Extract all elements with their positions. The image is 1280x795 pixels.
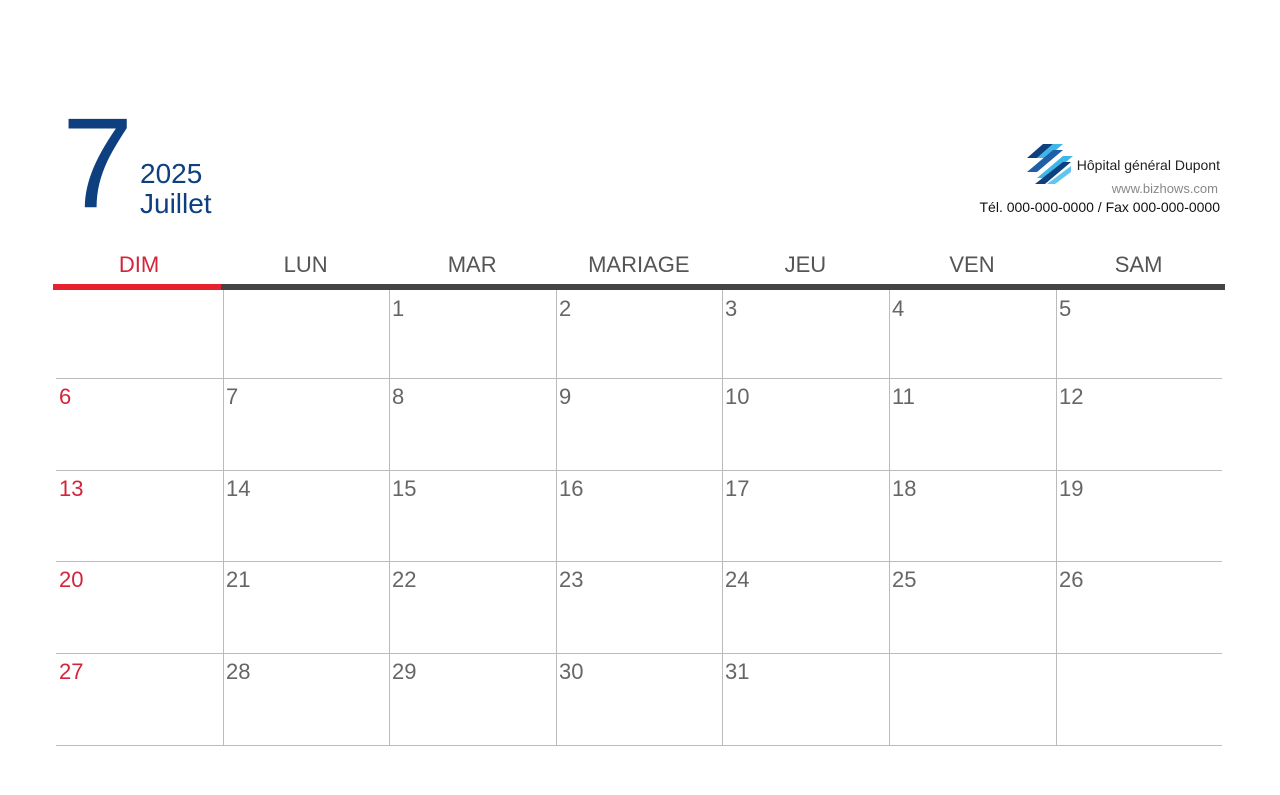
day-cell[interactable]: 28 xyxy=(226,659,251,684)
company-name: Hôpital général Dupont xyxy=(1076,157,1220,173)
weekday-header: JEU xyxy=(784,252,827,277)
day-cell[interactable]: 18 xyxy=(892,476,917,501)
day-cell[interactable]: 30 xyxy=(559,659,584,684)
weekday-header: DIM xyxy=(118,252,160,277)
day-cell[interactable]: 14 xyxy=(226,476,251,501)
company-logo xyxy=(1027,144,1073,184)
day-cell[interactable]: 20 xyxy=(59,567,84,592)
day-cell[interactable]: 25 xyxy=(892,567,917,592)
row-divider xyxy=(56,653,1222,654)
day-cell[interactable]: 1 xyxy=(392,296,405,321)
calendar-grid: 1 2 3 4 5 6 7 8 9 10 11 12 13 14 15 16 17 18 19 20 21 22 23 24 2… xyxy=(56,290,1222,746)
day-cell[interactable]: 5 xyxy=(1059,296,1072,321)
weekday-header: SAM xyxy=(1114,252,1163,277)
day-cell[interactable]: 11 xyxy=(892,384,915,409)
row-divider xyxy=(56,745,1222,746)
day-cell[interactable]: 10 xyxy=(725,384,750,409)
day-cell[interactable]: 26 xyxy=(1059,567,1084,592)
day-cell[interactable]: 4 xyxy=(892,296,905,321)
weekday-header: MAR xyxy=(447,252,497,277)
day-cell[interactable]: 15 xyxy=(392,476,417,501)
day-cell[interactable]: 8 xyxy=(392,384,405,409)
day-cell[interactable]: 21 xyxy=(226,567,251,592)
month-number: 7 xyxy=(62,92,134,235)
company-website: www.bizhows.com xyxy=(1111,181,1218,196)
row-divider xyxy=(56,470,1222,471)
day-cell[interactable]: 16 xyxy=(559,476,584,501)
column-divider xyxy=(223,290,224,745)
company-contact: Tél. 000-000-0000 / Fax 000-000-0000 xyxy=(979,199,1221,215)
weekday-header: VEN xyxy=(949,252,995,277)
day-cell[interactable]: 12 xyxy=(1059,384,1084,409)
row-divider xyxy=(56,561,1222,562)
weekday-header-bar xyxy=(221,284,1225,290)
day-cell[interactable]: 3 xyxy=(725,296,738,321)
weekday-header: MARIAGE xyxy=(588,252,690,277)
day-cell[interactable]: 23 xyxy=(559,567,584,592)
day-cell[interactable]: 31 xyxy=(725,659,750,684)
column-divider xyxy=(1056,290,1057,745)
year: 2025 xyxy=(140,158,203,189)
day-cell[interactable]: 19 xyxy=(1059,476,1084,501)
day-cell[interactable]: 22 xyxy=(392,567,417,592)
column-divider xyxy=(556,290,557,745)
column-divider xyxy=(389,290,390,745)
day-cell[interactable]: 17 xyxy=(725,476,750,501)
day-cell[interactable]: 24 xyxy=(725,567,750,592)
day-cell[interactable]: 2 xyxy=(559,296,572,321)
day-cell[interactable]: 27 xyxy=(59,659,84,684)
day-cell[interactable]: 6 xyxy=(59,384,72,409)
column-divider xyxy=(889,290,890,745)
column-divider xyxy=(722,290,723,745)
sunday-header-bar xyxy=(53,284,221,290)
weekday-header: LUN xyxy=(283,252,328,277)
day-cell[interactable]: 29 xyxy=(392,659,417,684)
day-cell[interactable]: 13 xyxy=(59,476,84,501)
day-cell[interactable]: 9 xyxy=(559,384,572,409)
month-name: Juillet xyxy=(140,188,212,219)
day-cell[interactable]: 7 xyxy=(226,384,239,409)
row-divider xyxy=(56,378,1222,379)
